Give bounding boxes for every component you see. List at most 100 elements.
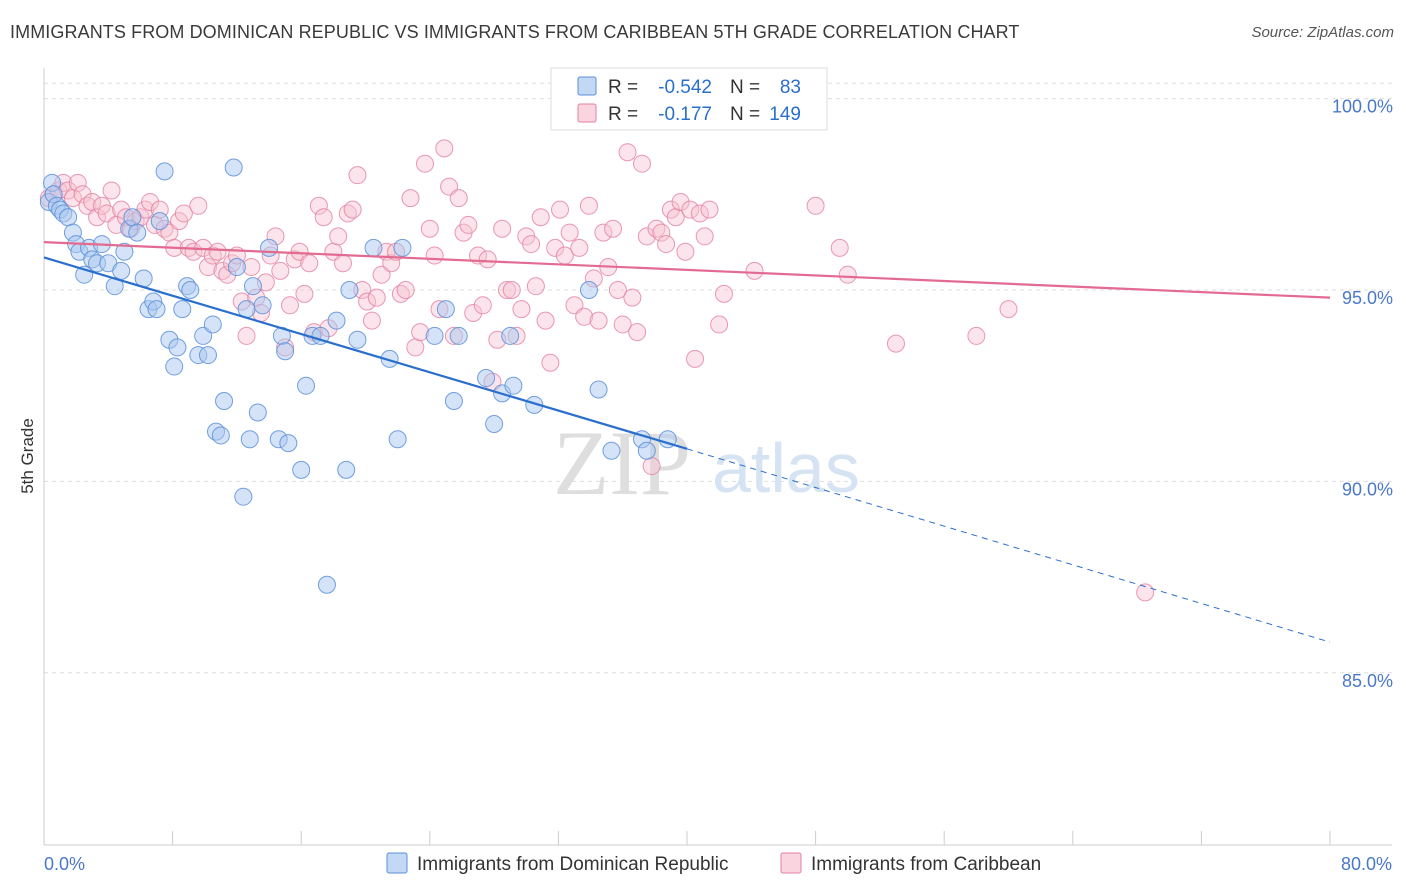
data-point-dominican	[260, 238, 279, 257]
stats-n-label-1: N =	[730, 77, 760, 98]
data-point-dominican	[485, 414, 504, 433]
data-point-caribbean	[710, 315, 729, 334]
data-point-caribbean	[541, 353, 560, 372]
stats-n-value-2: 149	[769, 104, 801, 125]
x-tick-label-min: 0.0%	[44, 854, 85, 874]
y-tick-label: 100.0%	[1332, 97, 1393, 117]
data-point-dominican	[198, 346, 217, 365]
y-tick-label: 85.0%	[1342, 671, 1393, 691]
data-point-dominican	[393, 238, 412, 257]
watermark-zip: ZIP	[553, 412, 691, 514]
data-point-caribbean	[628, 323, 647, 342]
data-point-caribbean	[435, 139, 454, 158]
series-legend: Immigrants from Dominican Republic Immig…	[386, 852, 1041, 875]
data-point-dominican	[155, 162, 174, 181]
watermark: ZIP atlas	[553, 412, 860, 514]
grid-lines	[44, 82, 1392, 674]
data-point-caribbean	[174, 204, 193, 223]
data-point-caribbean	[695, 227, 714, 246]
data-point-caribbean	[512, 300, 531, 319]
data-point-dominican	[253, 296, 272, 315]
data-point-dominican	[181, 281, 200, 299]
data-point-caribbean	[551, 200, 570, 219]
data-point-caribbean	[560, 223, 579, 242]
data-point-caribbean	[745, 261, 764, 280]
data-point-caribbean	[309, 196, 328, 215]
data-point-caribbean	[333, 254, 352, 273]
data-point-dominican	[589, 380, 608, 399]
legend-swatch-caribbean	[780, 852, 802, 874]
data-point-dominican	[123, 208, 142, 227]
data-point-caribbean	[271, 261, 290, 280]
data-point-caribbean	[459, 215, 478, 234]
stats-n-value-1: 83	[780, 77, 801, 98]
data-point-caribbean	[401, 189, 420, 208]
data-point-caribbean	[565, 296, 584, 315]
data-point-caribbean	[618, 143, 637, 162]
data-point-caribbean	[886, 334, 905, 353]
legend-label-caribbean: Immigrants from Caribbean	[811, 854, 1041, 875]
data-point-caribbean	[637, 227, 656, 246]
data-point-caribbean	[300, 254, 319, 273]
trend-line-caribbean	[43, 241, 1331, 299]
data-point-dominican	[602, 441, 621, 460]
data-point-dominican	[340, 281, 359, 299]
data-point-caribbean	[358, 292, 377, 311]
data-point-caribbean	[806, 196, 825, 215]
data-point-caribbean	[657, 235, 676, 254]
data-point-dominican	[348, 330, 367, 349]
data-point-caribbean	[575, 307, 594, 326]
data-point-dominican	[297, 376, 316, 395]
data-point-dominican	[168, 338, 187, 357]
data-point-caribbean	[502, 281, 521, 299]
data-point-caribbean	[280, 296, 299, 315]
data-point-dominican	[444, 392, 463, 410]
data-point-caribbean	[189, 196, 208, 215]
y-tick-label: 90.0%	[1342, 479, 1393, 499]
stats-r-value-2: -0.177	[658, 104, 712, 125]
x-ticks	[172, 831, 1331, 845]
data-point-caribbean	[68, 173, 87, 192]
data-point-dominican	[477, 369, 496, 388]
data-point-caribbean	[329, 227, 348, 246]
data-point-dominican	[388, 430, 407, 449]
data-point-dominican	[579, 281, 598, 299]
data-point-caribbean	[579, 196, 598, 215]
data-point-dominican	[211, 426, 230, 445]
data-point-dominican	[215, 392, 234, 410]
data-point-dominican	[436, 300, 455, 319]
data-point-dominican	[637, 441, 656, 460]
data-point-caribbean	[440, 177, 459, 196]
data-point-caribbean	[362, 311, 381, 330]
data-point-caribbean	[415, 154, 434, 173]
data-point-caribbean	[314, 208, 333, 227]
data-point-caribbean	[198, 258, 217, 277]
data-point-dominican	[292, 460, 311, 479]
legend-swatch-dominican	[386, 852, 408, 874]
data-point-dominican	[248, 403, 267, 422]
y-axis-label: 5th Grade	[18, 418, 37, 494]
data-point-caribbean	[536, 311, 555, 330]
data-point-caribbean	[531, 208, 550, 227]
data-point-caribbean	[594, 223, 613, 242]
data-point-caribbean	[570, 238, 589, 257]
trend-lines	[43, 241, 1331, 643]
data-point-dominican	[501, 326, 520, 345]
stats-r-label-1: R =	[608, 77, 638, 98]
data-point-caribbean	[546, 238, 565, 257]
stats-legend-frame	[550, 67, 828, 131]
data-point-caribbean	[838, 265, 857, 284]
data-point-caribbean	[642, 457, 661, 476]
data-point-dominican	[173, 300, 192, 319]
data-point-caribbean	[613, 315, 632, 334]
data-point-caribbean	[632, 154, 651, 173]
stats-swatch-pink	[577, 103, 597, 123]
stats-r-value-1: -0.542	[658, 77, 712, 98]
data-point-dominican	[234, 487, 253, 506]
data-point-caribbean	[604, 219, 623, 238]
data-point-dominican	[150, 212, 169, 231]
data-point-dominican	[194, 326, 213, 345]
data-point-caribbean	[830, 238, 849, 257]
stats-n-label-2: N =	[730, 104, 760, 125]
